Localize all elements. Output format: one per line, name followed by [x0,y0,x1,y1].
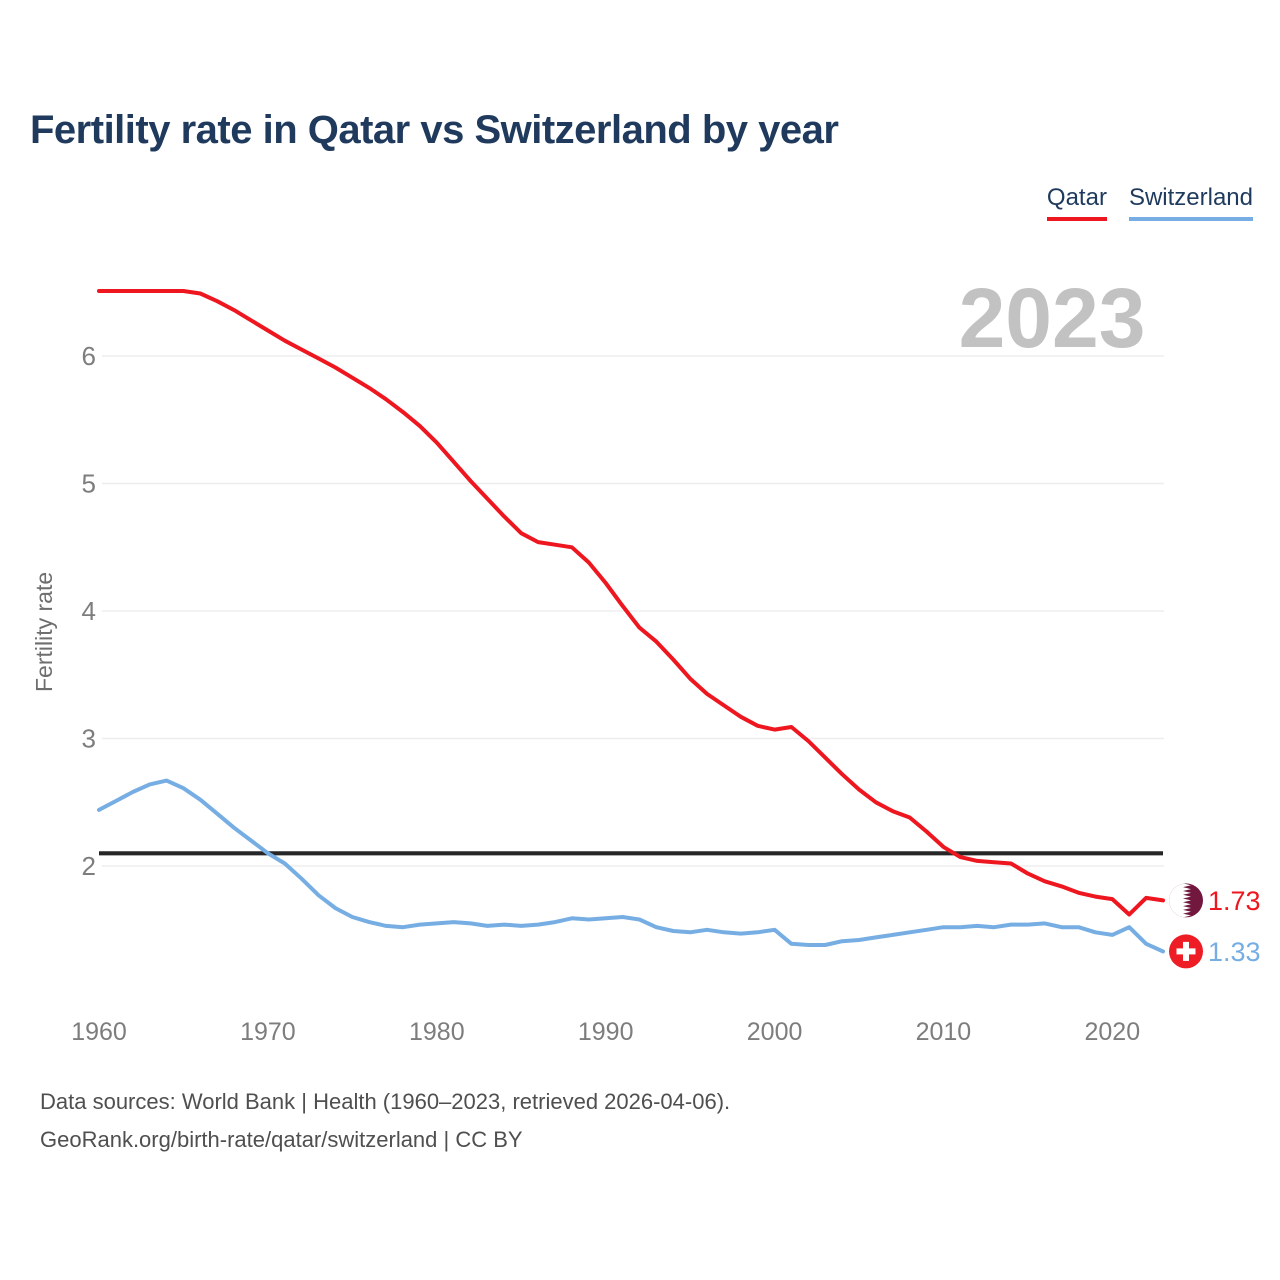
end-value-label-switzerland: 1.33 [1208,937,1261,967]
series-lines [97,289,1165,954]
end-value-label-qatar: 1.73 [1208,886,1261,916]
switzerland-flag-icon [1169,934,1203,969]
y-tick-label: 4 [82,596,96,626]
x-tick-label: 1990 [578,1018,634,1046]
gridlines [102,355,1164,867]
x-tick-label: 2010 [916,1018,972,1046]
y-axis-tick-labels: 2 3 4 5 6 [82,341,96,881]
y-tick-label: 5 [82,469,96,499]
x-tick-label: 2020 [1084,1018,1140,1046]
legend-item-switzerland[interactable]: Switzerland [1128,184,1253,221]
x-tick-label: 1970 [240,1018,296,1046]
footer: Data sources: World Bank | Health (1960–… [40,1083,730,1159]
legend: Qatar Switzerland [1046,184,1253,221]
y-tick-label: 3 [82,724,96,754]
x-axis-tick-labels: 1960 1970 1980 1990 2000 2010 2020 [71,1018,1140,1046]
legend-item-qatar[interactable]: Qatar [1046,184,1107,221]
line-qatar [97,289,1165,917]
watermark-year: 2023 [959,271,1146,365]
footer-sources-line: Data sources: World Bank | Health (1960–… [40,1089,731,1114]
chart-title: Fertility rate in Qatar vs Switzerland b… [30,108,839,152]
x-tick-label: 2000 [747,1018,803,1046]
line-switzerland [97,778,1165,954]
x-tick-label: 1960 [71,1018,127,1046]
qatar-flag-icon [1169,883,1203,918]
footer-attribution-line: GeoRank.org/birth-rate/qatar/switzerland… [40,1127,523,1152]
y-axis-title: Fertility rate [31,572,57,692]
x-tick-label: 1980 [409,1018,465,1046]
y-tick-label: 6 [82,341,96,371]
y-tick-label: 2 [82,851,96,881]
